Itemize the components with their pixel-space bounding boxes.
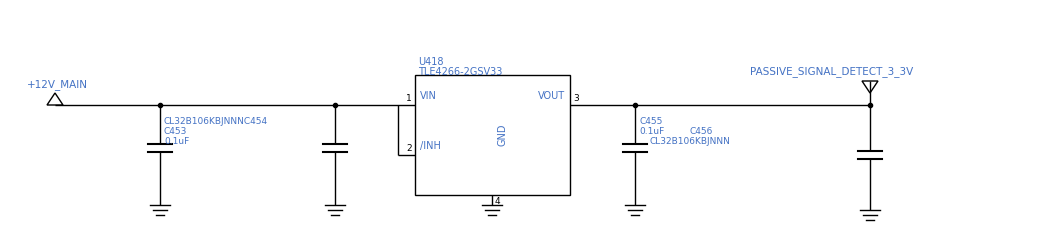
Text: 1: 1	[406, 94, 412, 103]
Text: CL32B106KBJNNN: CL32B106KBJNNN	[650, 137, 730, 146]
Text: +12V_MAIN: +12V_MAIN	[27, 79, 88, 90]
Text: GND: GND	[497, 124, 507, 146]
Text: 0.1uF: 0.1uF	[164, 137, 189, 146]
Text: C455: C455	[639, 117, 663, 126]
Text: CL32B106KBJNNNC454: CL32B106KBJNNNC454	[164, 117, 268, 126]
Text: TLE4266-2GSV33: TLE4266-2GSV33	[418, 67, 503, 77]
Text: VOUT: VOUT	[538, 91, 565, 101]
Text: 4: 4	[495, 197, 501, 206]
Text: VIN: VIN	[420, 91, 436, 101]
Text: /INH: /INH	[420, 141, 441, 151]
Text: PASSIVE_SIGNAL_DETECT_3_3V: PASSIVE_SIGNAL_DETECT_3_3V	[750, 66, 913, 77]
Text: C456: C456	[690, 127, 714, 136]
Text: U418: U418	[418, 57, 444, 67]
Text: 2: 2	[406, 144, 412, 153]
Text: 3: 3	[572, 94, 579, 103]
Bar	[415, 75, 570, 195]
Text: C453: C453	[164, 127, 187, 136]
Text: 0.1uF: 0.1uF	[639, 127, 664, 136]
